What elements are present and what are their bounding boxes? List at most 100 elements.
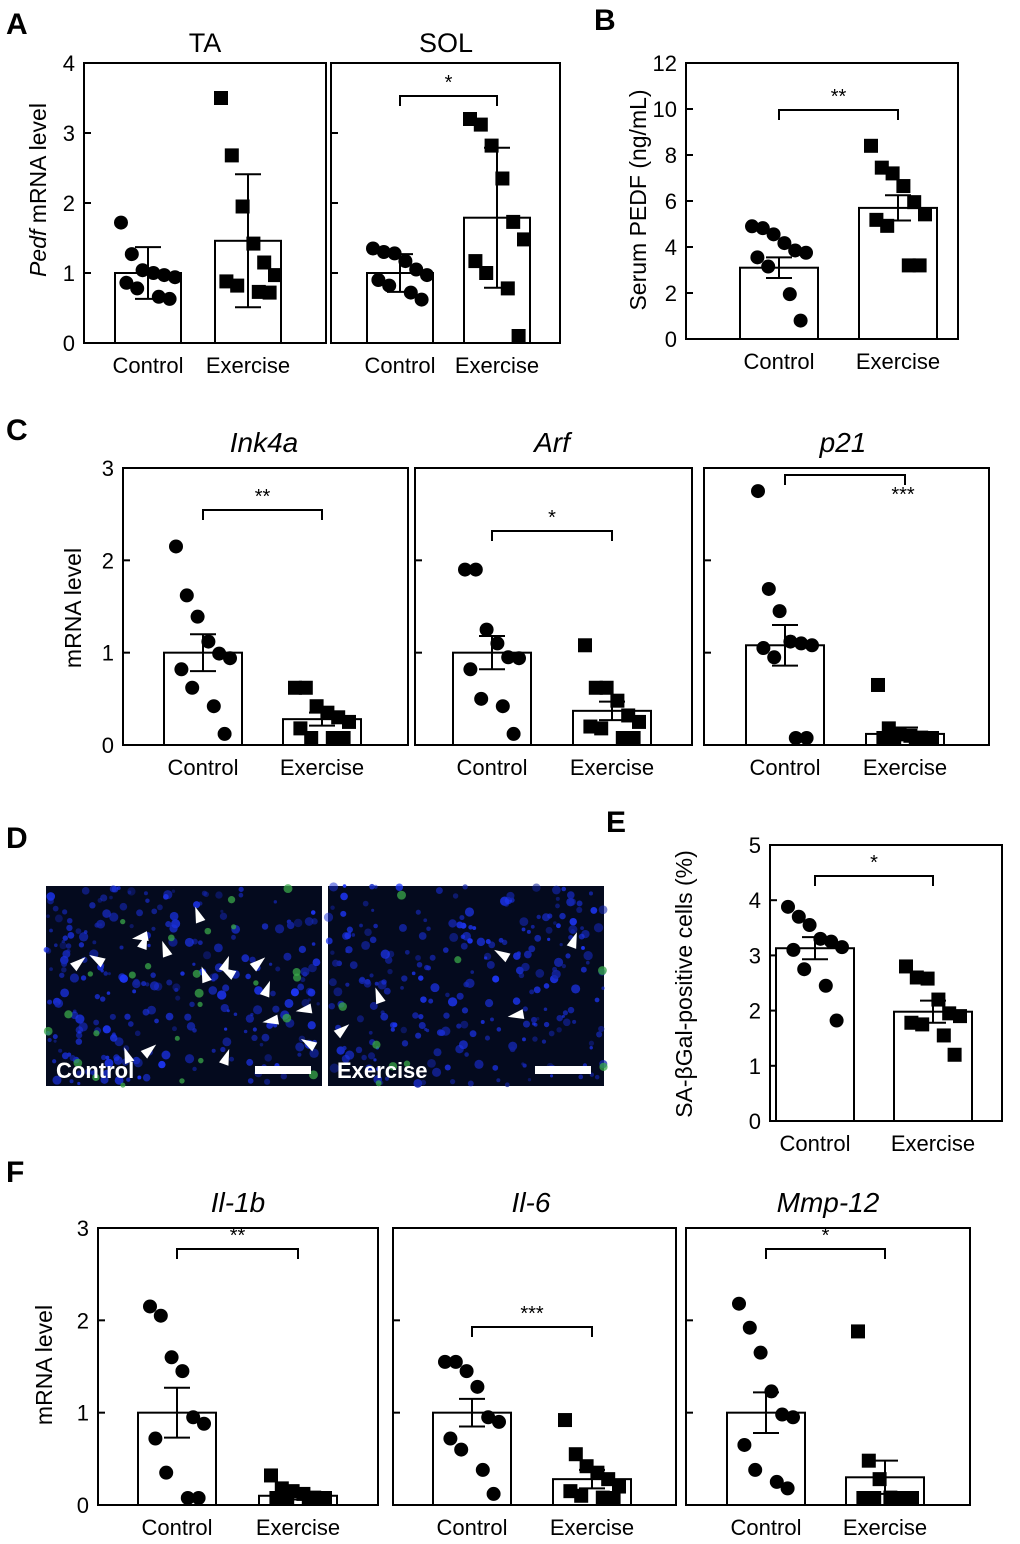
nucleus-dot: [373, 923, 378, 929]
nucleus-dot: [519, 917, 529, 927]
plot-frame: [97, 1227, 379, 1506]
data-point-exercise: [304, 731, 319, 745]
nucleus-dot: [340, 892, 348, 901]
nucleus-dot: [145, 982, 150, 987]
data-point-control: [766, 227, 781, 242]
nucleus-dot: [141, 981, 147, 987]
chart-c-p21: p21 Control Exercise ***: [703, 427, 990, 780]
nucleus-dot: [286, 921, 295, 930]
nucleus-dot: [264, 1078, 271, 1085]
chart-title: Mmp-12: [777, 1187, 880, 1218]
nucleus-dot: [62, 935, 69, 941]
nucleus-dot: [280, 1073, 288, 1080]
nucleus-dot: [576, 906, 583, 913]
nucleus-dot: [298, 945, 307, 954]
arrowhead-icon: [494, 949, 511, 963]
data-point-exercise: [251, 284, 266, 299]
nucleus-dot: [472, 926, 477, 931]
nucleus-dot: [340, 910, 347, 917]
nucleus-dot: [506, 891, 515, 900]
nucleus-dot: [526, 929, 531, 934]
data-point-control: [751, 484, 765, 499]
data-point-control: [174, 662, 189, 677]
nucleus-dot: [184, 1054, 195, 1064]
nucleus-dot: [333, 987, 343, 997]
nucleus-dot: [470, 970, 475, 974]
sa-bgal-signal: [194, 988, 204, 998]
arrowhead-icon: [201, 966, 212, 984]
nucleus-dot: [509, 1046, 516, 1053]
significance-label: *: [822, 1225, 830, 1247]
data-point-control: [398, 254, 413, 269]
data-point-control: [818, 978, 833, 993]
significance-bracket: [814, 875, 934, 886]
data-point-exercise: [901, 258, 916, 273]
nucleus-dot: [404, 949, 410, 955]
nucleus-dot: [297, 983, 305, 991]
sa-bgal-signal: [87, 971, 94, 977]
nucleus-dot: [163, 893, 169, 900]
y-tick-label: 4: [665, 235, 677, 260]
data-point-exercise: [325, 731, 340, 745]
nucleus-dot: [238, 886, 244, 892]
nucleus-dot: [365, 1064, 374, 1073]
nucleus-dot: [52, 1034, 58, 1040]
nucleus-dot: [521, 1062, 525, 1066]
nucleus-dot: [418, 975, 424, 981]
data-point-control: [382, 278, 397, 293]
data-point-control: [201, 634, 216, 649]
nucleus-dot: [380, 949, 390, 959]
data-point-control: [501, 650, 516, 665]
nucleus-dot: [100, 1075, 109, 1084]
significance-label: **: [255, 486, 271, 508]
nucleus-dot: [369, 973, 374, 978]
chart-c-arf: Arf Control Exercise *: [414, 427, 693, 780]
nucleus-dot: [203, 951, 212, 960]
sa-bgal-signal: [309, 1070, 318, 1080]
sa-bgal-signal: [293, 973, 302, 982]
data-point-exercise: [214, 91, 228, 105]
data-point-control: [829, 1013, 844, 1028]
nucleus-dot: [69, 973, 80, 983]
data-point-exercise: [235, 199, 250, 214]
nucleus-dot: [342, 932, 350, 940]
sa-bgal-signal: [282, 1013, 292, 1023]
nucleus-dot: [54, 1002, 60, 1008]
nucleus-dot: [52, 1075, 62, 1085]
nucleus-dot: [151, 908, 158, 915]
nucleus-dot: [547, 913, 553, 919]
data-point-control: [197, 1416, 211, 1431]
nucleus-dot: [78, 942, 85, 948]
nucleus-dot: [142, 1073, 151, 1082]
micrograph-control: Control: [43, 884, 322, 1088]
nucleus-dot: [250, 1012, 254, 1017]
nucleus-dot: [456, 1023, 462, 1029]
micrograph-label-control: Control: [56, 1058, 134, 1083]
arrowhead-icon: [124, 1047, 135, 1065]
arrowhead-icon: [300, 1039, 318, 1052]
nucleus-dot: [358, 977, 366, 985]
nucleus-dot: [569, 917, 577, 926]
data-point-exercise: [851, 1324, 865, 1339]
nucleus-dot: [445, 992, 450, 998]
nucleus-dot: [598, 1025, 605, 1033]
nucleus-dot: [119, 974, 128, 983]
nucleus-dot: [99, 996, 106, 1002]
nucleus-dot: [418, 1014, 424, 1020]
nucleus-dot: [290, 988, 300, 997]
nucleus-dot: [127, 1021, 134, 1027]
arrowhead-icon: [195, 906, 206, 924]
nucleus-dot: [186, 1022, 196, 1031]
y-tick-label: 1: [63, 261, 75, 286]
nucleus-dot: [105, 1055, 110, 1060]
data-point-control: [797, 962, 812, 977]
nucleus-dot: [103, 971, 108, 976]
x-tick-label: Control: [750, 755, 821, 780]
nucleus-dot: [246, 1058, 254, 1066]
nucleus-dot: [253, 1005, 263, 1015]
nucleus-dot: [401, 975, 408, 982]
data-point-exercise: [269, 1491, 284, 1505]
sa-bgal-signal: [93, 1030, 100, 1037]
data-point-control: [179, 588, 194, 603]
data-point-control: [157, 268, 172, 283]
